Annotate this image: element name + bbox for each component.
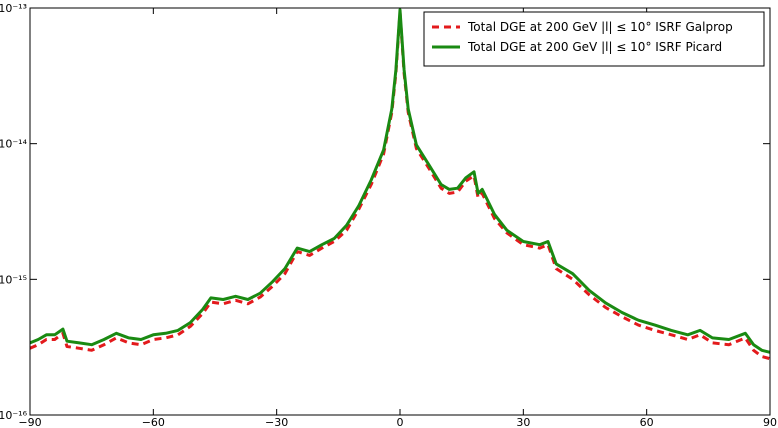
legend-label: Total DGE at 200 GeV |l| ≤ 10° ISRF Pica…	[467, 40, 722, 54]
x-tick-label: 30	[516, 416, 530, 428]
x-tick-label: 90	[763, 416, 777, 428]
legend-label: Total DGE at 200 GeV |l| ≤ 10° ISRF Galp…	[467, 20, 733, 34]
x-tick-label: 0	[397, 416, 404, 428]
y-tick-label: 10⁻¹⁵	[0, 273, 27, 286]
y-tick-label: 10⁻¹⁶	[0, 409, 28, 422]
x-tick-label: −30	[265, 416, 288, 428]
x-tick-label: 60	[640, 416, 654, 428]
x-tick-label: −90	[18, 416, 41, 428]
series-line	[29, 8, 771, 354]
legend-box	[423, 11, 765, 67]
y-tick-label: 10⁻¹³	[0, 2, 27, 15]
y-tick-label: 10⁻¹⁴	[0, 138, 28, 151]
x-tick-label: −60	[142, 416, 165, 428]
plot-frame	[29, 7, 771, 416]
